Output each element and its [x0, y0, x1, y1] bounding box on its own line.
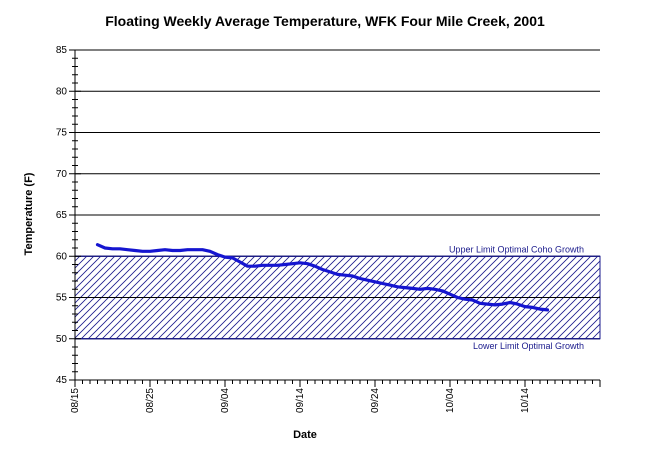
y-tick-label: 55: [56, 293, 68, 304]
chart-title: Floating Weekly Average Temperature, WFK…: [105, 13, 545, 29]
x-axis-label: Date: [293, 429, 317, 441]
y-tick-label: 60: [56, 251, 68, 262]
temperature-series-line: [95, 243, 550, 312]
x-tick-label: 09/24: [370, 388, 381, 413]
x-tick-label: 10/14: [520, 388, 531, 413]
x-tick-label: 10/04: [445, 388, 456, 413]
y-tick-label: 80: [56, 86, 68, 97]
plot-area: 45 50 55 60 65 70 75 80 85 08/15 08/25 09/04 09/14 09…: [56, 45, 601, 413]
x-tick-label: 08/15: [70, 388, 81, 413]
y-axis-label: Temperature (F): [23, 172, 35, 255]
y-tick-label: 75: [56, 128, 68, 139]
x-tick-label: 08/25: [145, 388, 156, 413]
y-tick-label: 50: [56, 334, 68, 345]
y-tick-label: 70: [56, 169, 68, 180]
y-tick-label: 85: [56, 45, 68, 56]
x-tick-label: 09/04: [220, 388, 231, 413]
upper-limit-label: Upper Limit Optimal Coho Growth: [449, 244, 584, 254]
y-tick-label: 45: [56, 375, 68, 386]
lower-limit-label: Lower Limit Optimal Growth: [473, 341, 584, 351]
y-tick-label: 65: [56, 210, 68, 221]
x-tick-label: 09/14: [295, 388, 306, 413]
